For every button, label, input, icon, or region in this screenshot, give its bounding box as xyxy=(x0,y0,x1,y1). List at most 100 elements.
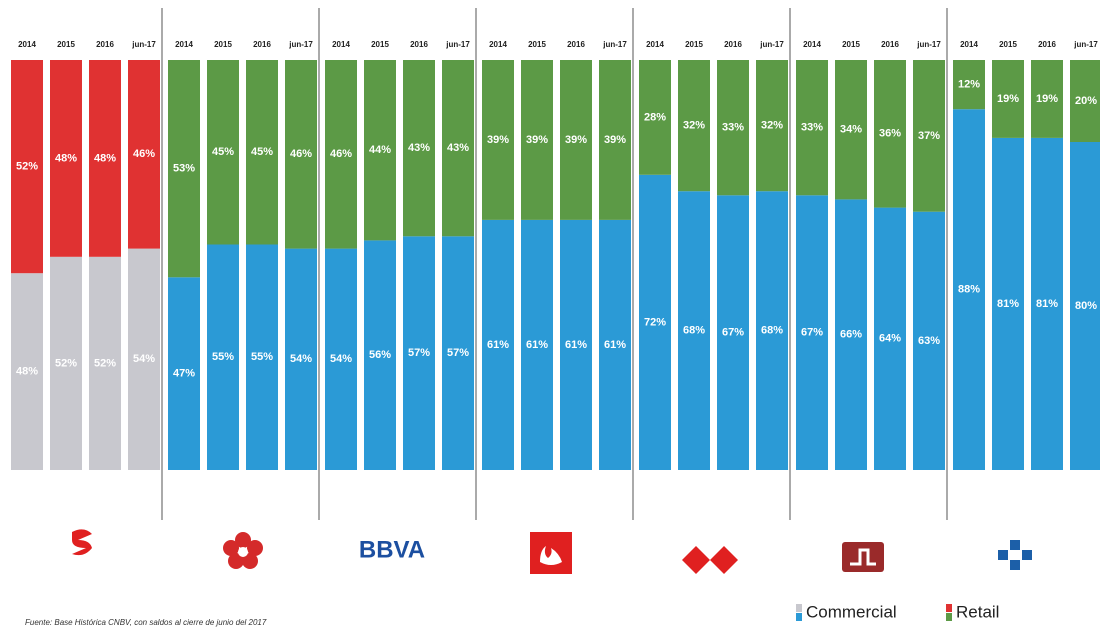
value-label: 36% xyxy=(879,128,901,140)
bar-segment xyxy=(403,236,435,470)
legend-swatch xyxy=(796,604,802,612)
bar-segment xyxy=(639,174,671,471)
value-label: 37% xyxy=(918,130,940,142)
x-tick-label: jun-17 xyxy=(916,40,941,49)
x-tick-label: 2015 xyxy=(685,40,703,49)
x-tick-label: jun-17 xyxy=(288,40,313,49)
logo-hsbc xyxy=(682,546,738,574)
x-tick-label: jun-17 xyxy=(445,40,470,49)
x-tick-label: jun-17 xyxy=(131,40,156,49)
bar-segment xyxy=(128,60,160,249)
value-label: 33% xyxy=(722,122,744,134)
bar-segment xyxy=(482,219,514,470)
value-label: 52% xyxy=(16,161,38,173)
value-label: 45% xyxy=(212,146,234,158)
x-tick-label: 2016 xyxy=(410,40,428,49)
value-label: 39% xyxy=(565,134,587,146)
x-tick-label: 2015 xyxy=(371,40,389,49)
x-tick-label: 2016 xyxy=(96,40,114,49)
logo-santander-mx xyxy=(72,529,92,556)
bar-segment xyxy=(285,60,317,249)
value-label: 56% xyxy=(369,349,391,361)
value-label: 68% xyxy=(761,325,783,337)
value-label: 61% xyxy=(565,339,587,351)
value-label: 39% xyxy=(604,134,626,146)
bar-segment xyxy=(835,60,867,200)
logo-bbva: BBVA xyxy=(359,536,425,563)
legend-label: Retail xyxy=(956,602,999,621)
value-label: 80% xyxy=(1075,300,1097,312)
logo-banorte-flower xyxy=(223,532,263,569)
logo-banamex xyxy=(842,542,884,572)
x-tick-label: 2014 xyxy=(332,40,350,49)
legend-swatch xyxy=(946,604,952,612)
value-label: 52% xyxy=(94,357,116,369)
bar-segment xyxy=(207,60,239,245)
value-label: 12% xyxy=(958,79,980,91)
x-tick-label: 2016 xyxy=(881,40,899,49)
bar-segment xyxy=(168,60,200,278)
bar-segment xyxy=(953,60,985,110)
bar-segment xyxy=(325,60,357,249)
x-tick-label: jun-17 xyxy=(602,40,627,49)
x-tick-label: 2014 xyxy=(18,40,36,49)
value-label: 52% xyxy=(55,357,77,369)
value-label: 68% xyxy=(683,325,705,337)
value-label: 67% xyxy=(722,327,744,339)
value-label: 88% xyxy=(958,284,980,296)
value-label: 32% xyxy=(761,120,783,132)
bar-segment xyxy=(874,207,906,470)
logo-inbursa xyxy=(998,540,1032,570)
x-tick-label: 2016 xyxy=(1038,40,1056,49)
value-label: 45% xyxy=(251,146,273,158)
bar-segment xyxy=(325,248,357,470)
x-tick-label: 2016 xyxy=(567,40,585,49)
bar-segment xyxy=(246,60,278,245)
bar-segment xyxy=(89,256,121,470)
bar-segment xyxy=(50,60,82,257)
bar-segment xyxy=(796,195,828,471)
value-label: 48% xyxy=(94,152,116,164)
logos: BBVA xyxy=(72,529,1032,574)
bar-segment xyxy=(835,199,867,470)
bar-segment xyxy=(913,60,945,212)
value-label: 33% xyxy=(801,122,823,134)
x-tick-label: 2015 xyxy=(214,40,232,49)
bar-segment xyxy=(678,191,710,470)
value-label: 63% xyxy=(918,335,940,347)
x-tick-label: 2015 xyxy=(57,40,75,49)
value-label: 57% xyxy=(408,347,430,359)
value-label: 54% xyxy=(330,353,352,365)
source-note: Fuente: Base Histórica CNBV, con saldos … xyxy=(25,618,267,627)
x-tick-label: 2015 xyxy=(999,40,1017,49)
value-label: 39% xyxy=(526,134,548,146)
value-label: 28% xyxy=(644,111,666,123)
bar-segment xyxy=(168,277,200,470)
bar-segment xyxy=(1031,60,1063,138)
x-tick-label: 2014 xyxy=(489,40,507,49)
value-label: 46% xyxy=(330,148,352,160)
bar-segment xyxy=(1031,137,1063,470)
value-label: 72% xyxy=(644,316,666,328)
bar-segment xyxy=(403,60,435,237)
value-label: 43% xyxy=(447,142,469,154)
value-label: 61% xyxy=(604,339,626,351)
value-label: 57% xyxy=(447,347,469,359)
bar-segment xyxy=(678,60,710,192)
bar-segment xyxy=(560,60,592,220)
legend-swatch xyxy=(796,613,802,621)
bar-segment xyxy=(756,60,788,192)
logo-santander xyxy=(530,532,572,574)
bar-segment xyxy=(50,256,82,470)
bar-segment xyxy=(756,191,788,470)
value-label: 64% xyxy=(879,333,901,345)
bar-segment xyxy=(639,60,671,175)
bar-segment xyxy=(364,60,396,241)
value-label: 34% xyxy=(840,124,862,136)
value-label: 39% xyxy=(487,134,509,146)
bar-segment xyxy=(560,219,592,470)
x-tick-label: 2015 xyxy=(528,40,546,49)
value-label: 54% xyxy=(290,353,312,365)
bar-segment xyxy=(521,219,553,470)
